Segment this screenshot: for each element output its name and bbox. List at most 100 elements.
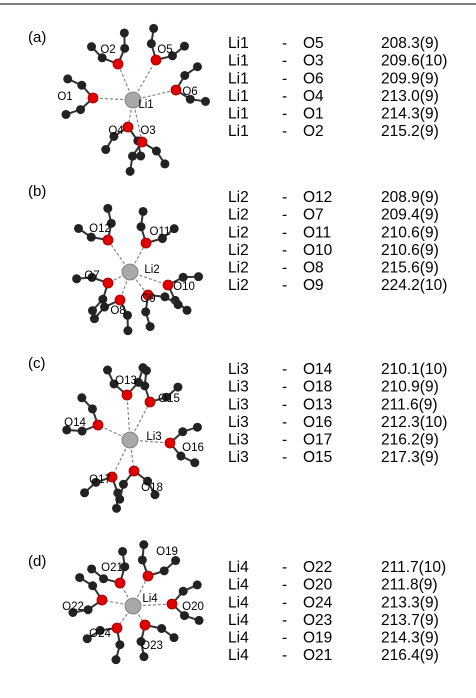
carbon-atom <box>193 423 202 432</box>
lithium-atom <box>122 264 138 280</box>
carbon-atom <box>75 573 84 582</box>
carbon-atom <box>180 71 189 80</box>
atom-label: O8 <box>110 305 125 317</box>
atom-label: O6 <box>182 86 197 98</box>
oxygen-atom <box>129 466 139 476</box>
carbon-atom <box>103 204 112 213</box>
bond-dash: - <box>282 259 287 276</box>
bond-length: 213.0(9) <box>381 88 439 105</box>
carbon-atom <box>149 24 158 33</box>
bond-atom-2: O10 <box>303 242 333 259</box>
bond-dash: - <box>282 559 287 576</box>
oxygen-atom <box>167 599 177 609</box>
carbon-atom <box>170 633 179 642</box>
carbon-atom <box>152 147 161 156</box>
molecule <box>61 24 210 176</box>
bond-atom-1: Li4 <box>228 559 249 576</box>
bond-length: 208.3(9) <box>381 35 439 52</box>
oxygen-atom <box>123 122 133 132</box>
bond-atom-1: Li2 <box>228 242 249 259</box>
carbon-atom <box>195 616 204 625</box>
carbon-atom <box>63 74 72 83</box>
bond-dash: - <box>282 577 287 594</box>
bond-dash: - <box>282 35 287 52</box>
carbon-atom <box>139 652 148 661</box>
bond-atom-1: Li1 <box>228 88 249 105</box>
atom-label: O19 <box>156 546 178 558</box>
bond-length: 215.2(9) <box>381 123 439 140</box>
oxygen-atom <box>151 55 161 65</box>
oxygen-atom <box>122 390 132 400</box>
bond-atom-2: O9 <box>303 277 324 294</box>
bond-dash: - <box>282 189 287 206</box>
atom-label: O5 <box>157 44 172 56</box>
bond-atom-1: Li2 <box>228 259 249 276</box>
oxygen-atom <box>143 571 153 581</box>
atom-label: Li4 <box>142 593 158 605</box>
carbon-atom <box>119 480 128 489</box>
bond-length: 224.2(10) <box>381 277 447 294</box>
bond-dash: - <box>282 123 287 140</box>
oxygen-atom <box>140 620 150 630</box>
oxygen-atom <box>137 137 147 147</box>
atom-label: O2 <box>100 44 115 56</box>
panel-label: (a) <box>28 29 46 46</box>
carbon-atom <box>141 307 150 316</box>
bond-atom-2: O24 <box>303 594 333 611</box>
bond-atom-2: O1 <box>303 105 324 122</box>
atom-label: O20 <box>182 601 204 613</box>
carbon-atom <box>160 292 169 301</box>
carbon-atom <box>111 655 120 664</box>
oxygen-atom <box>163 280 173 290</box>
atom-label: O18 <box>141 482 163 494</box>
bond-length: 208.9(9) <box>381 189 439 206</box>
oxygen-atom <box>113 59 123 69</box>
atom-label: O17 <box>89 474 111 486</box>
bond-atom-2: O20 <box>303 577 333 594</box>
bond-length: 213.3(9) <box>381 594 439 611</box>
oxygen-atom <box>171 85 181 95</box>
bond-dash: - <box>282 612 287 629</box>
figure: (a)Li1O2O5O1O6O4O3Li1-O5208.3(9)Li1-O320… <box>0 0 476 698</box>
bond-length: 213.7(9) <box>381 612 439 629</box>
bond-atom-1: Li2 <box>228 207 249 224</box>
bond-atom-2: O21 <box>303 647 332 664</box>
bond-dash: - <box>282 277 287 294</box>
carbon-atom <box>157 624 166 633</box>
bond-length: 209.6(10) <box>381 53 447 70</box>
bond-atom-1: Li4 <box>228 612 249 629</box>
bond-atom-2: O14 <box>303 361 333 378</box>
carbon-atom <box>178 427 187 436</box>
bond-dash: - <box>282 207 287 224</box>
atom-label: O1 <box>57 91 72 103</box>
atom-label: O9 <box>140 293 155 305</box>
carbon-atom <box>170 224 179 233</box>
bond-atom-2: O4 <box>303 88 324 105</box>
carbon-atom <box>98 295 107 304</box>
carbon-atom <box>139 207 148 216</box>
oxygen-atom <box>145 397 155 407</box>
oxygen-atom <box>115 578 125 588</box>
bond-atom-1: Li1 <box>228 35 249 52</box>
carbon-atom <box>183 306 192 315</box>
bond-atom-1: Li4 <box>228 629 249 646</box>
atom-label: O15 <box>158 393 180 405</box>
lithium-atom <box>125 598 141 614</box>
bond-dash: - <box>282 594 287 611</box>
bond-atom-2: O11 <box>303 224 331 241</box>
carbon-atom <box>136 151 145 160</box>
bond-dash: - <box>282 647 287 664</box>
carbon-atom <box>88 306 97 315</box>
bond-length: 209.4(9) <box>381 207 439 224</box>
atom-label: O7 <box>84 270 99 282</box>
panel-label: (d) <box>28 553 46 570</box>
bond-length: 214.3(9) <box>381 629 439 646</box>
carbon-atom <box>140 381 149 390</box>
bond-atom-1: Li3 <box>228 414 249 431</box>
carbon-atom <box>126 167 135 176</box>
carbon-atom <box>194 272 203 281</box>
carbon-atom <box>80 488 89 497</box>
bond-dash: - <box>282 53 287 70</box>
bond-atom-2: O17 <box>303 431 332 448</box>
carbon-atom <box>120 44 129 53</box>
